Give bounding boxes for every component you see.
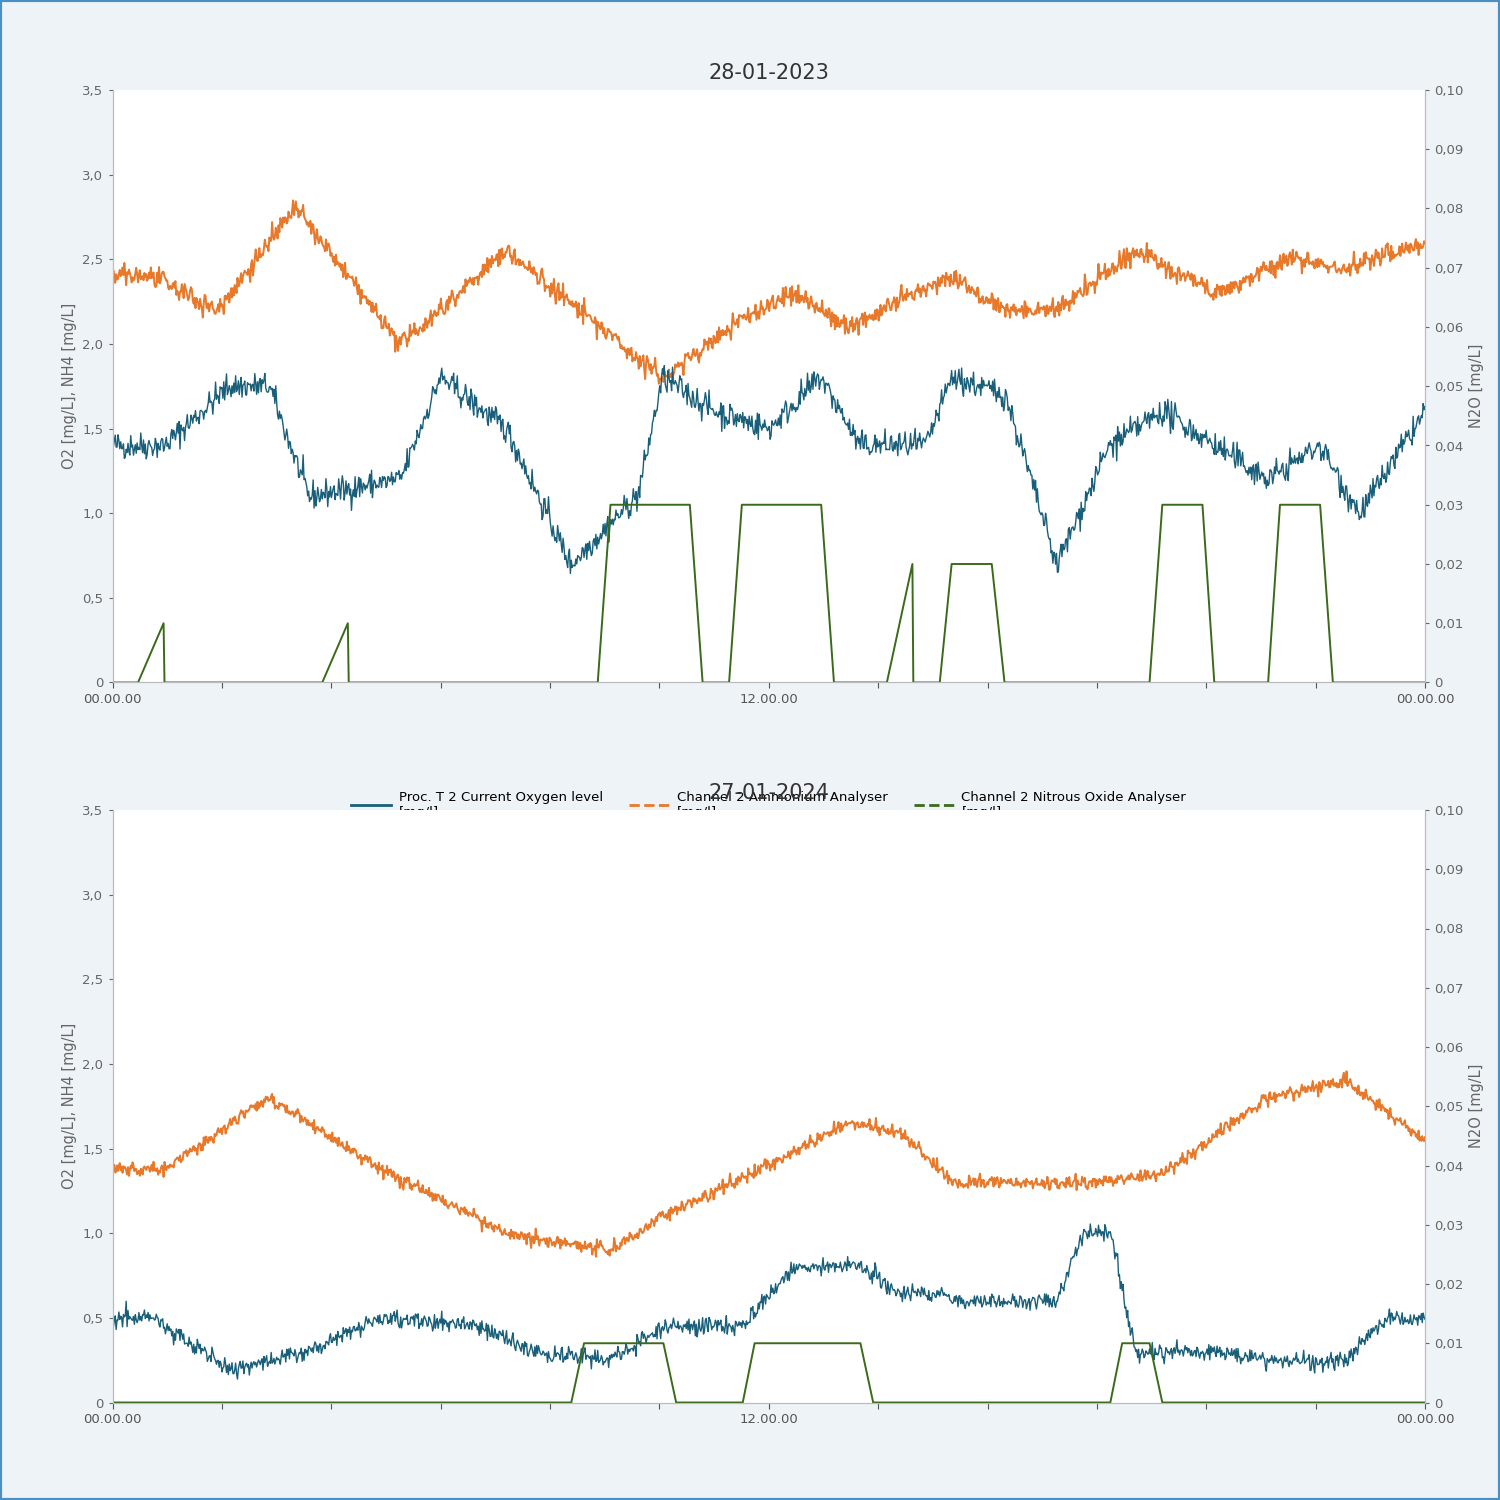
Y-axis label: O2 [mg/L], NH4 [mg/L]: O2 [mg/L], NH4 [mg/L] bbox=[62, 1023, 76, 1190]
Y-axis label: O2 [mg/L], NH4 [mg/L]: O2 [mg/L], NH4 [mg/L] bbox=[62, 303, 76, 470]
Title: 27-01-2024: 27-01-2024 bbox=[708, 783, 830, 802]
Legend: Proc. T 2 Current Oxygen level
[mg/l], Channel 2 Ammonium Analyser
[mg/l], Chann: Proc. T 2 Current Oxygen level [mg/l], C… bbox=[346, 786, 1191, 824]
Y-axis label: N2O [mg/L]: N2O [mg/L] bbox=[1468, 1064, 1484, 1149]
Title: 28-01-2023: 28-01-2023 bbox=[708, 63, 830, 82]
Y-axis label: N2O [mg/L]: N2O [mg/L] bbox=[1468, 344, 1484, 429]
